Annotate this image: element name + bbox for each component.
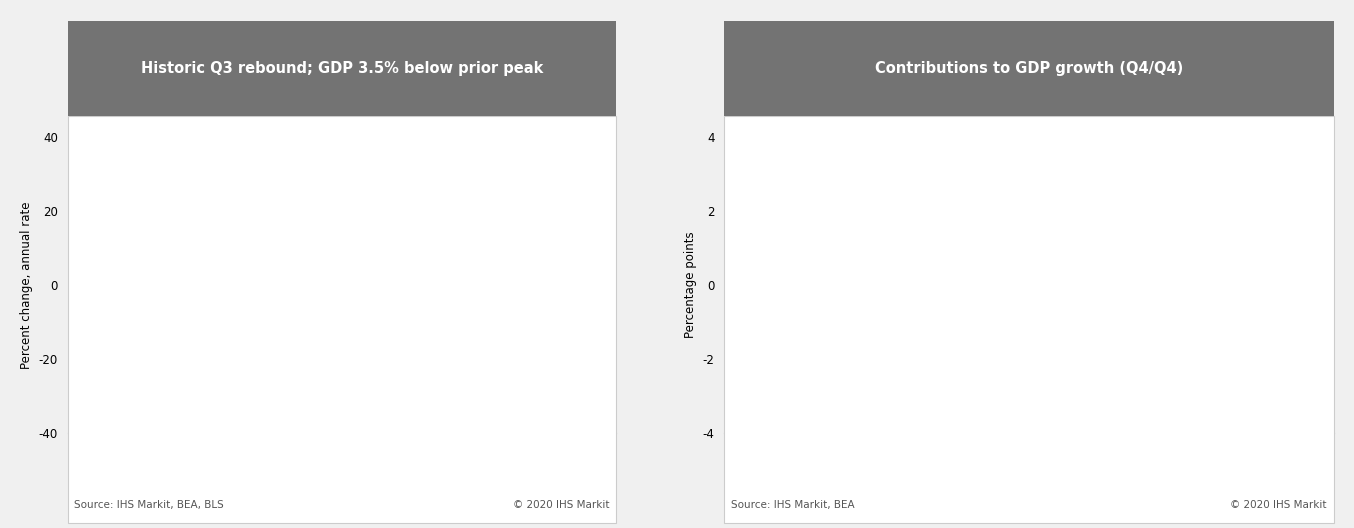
Bar [921, 364, 968, 369]
Bar [567, 272, 575, 285]
Bar [421, 162, 431, 285]
Text: Contributions to GDP growth (Q4/Q4): Contributions to GDP growth (Q4/Q4) [875, 61, 1183, 76]
Bar [533, 277, 542, 285]
Bar [1175, 211, 1221, 219]
Bar [221, 280, 229, 285]
Bar [921, 283, 968, 285]
Bar [1006, 285, 1052, 295]
Bar [1259, 226, 1307, 285]
Bar [1006, 165, 1052, 171]
Bar [921, 285, 968, 352]
Bar [1175, 285, 1221, 287]
Bar [198, 280, 206, 285]
Bar [164, 277, 173, 285]
Bar [837, 285, 883, 295]
Bar [1090, 174, 1137, 185]
Bar [433, 270, 441, 285]
Bar [751, 210, 799, 213]
Y-axis label: Percent change, annual rate: Percent change, annual rate [20, 201, 32, 369]
Bar [1006, 171, 1052, 174]
Bar [1090, 185, 1137, 204]
Bar [1090, 206, 1137, 219]
Bar [921, 369, 968, 379]
Bar [455, 260, 463, 285]
Bar [389, 277, 397, 285]
Bar [242, 275, 250, 285]
Bar [1175, 233, 1221, 285]
Bar [108, 274, 116, 285]
Bar [366, 278, 374, 285]
Bar [410, 285, 418, 401]
Bar [751, 230, 799, 285]
Bar [265, 281, 274, 285]
Bar [544, 277, 554, 285]
Bar [837, 226, 883, 285]
Bar [500, 285, 508, 287]
Bar [837, 200, 883, 213]
Bar [130, 285, 139, 289]
Bar [1259, 211, 1307, 213]
Bar [478, 260, 486, 285]
Bar [1006, 150, 1052, 165]
Bar [1259, 213, 1307, 226]
Bar [921, 352, 968, 364]
Bar [466, 277, 475, 285]
Bar [376, 277, 386, 285]
Bar [332, 275, 341, 285]
Bar [321, 272, 329, 285]
Bar [85, 280, 95, 285]
Bar [578, 279, 586, 285]
Bar [523, 276, 531, 285]
Bar [921, 268, 968, 283]
Bar [187, 275, 195, 285]
Bar [1175, 200, 1221, 211]
Bar [298, 275, 307, 285]
Legend: Government, Net exports, Inventory inv, Residential inv, Non-res inv, PCE: Government, Net exports, Inventory inv, … [730, 463, 1052, 504]
Bar [751, 196, 799, 208]
Bar [1175, 219, 1221, 221]
Bar [556, 267, 565, 285]
Bar [751, 285, 799, 300]
Bar [589, 275, 598, 285]
Bar [232, 277, 240, 285]
Text: GDP: GDP [994, 330, 1089, 349]
Bar [1175, 221, 1221, 233]
Bar [399, 285, 408, 304]
Y-axis label: Percentage points: Percentage points [684, 232, 697, 338]
Bar [837, 213, 883, 226]
Bar [97, 275, 106, 285]
Bar [1006, 174, 1052, 185]
Bar [355, 274, 363, 285]
Bar [276, 274, 284, 285]
Bar [751, 208, 799, 210]
Bar [209, 283, 218, 285]
Bar [287, 276, 295, 285]
Bar [1090, 204, 1137, 206]
Bar [343, 281, 352, 285]
Text: © 2020 IHS Markit: © 2020 IHS Markit [513, 499, 609, 510]
Bar [153, 269, 161, 285]
Text: Source: IHS Markit, BEA, BLS: Source: IHS Markit, BEA, BLS [74, 499, 225, 510]
Bar [119, 276, 127, 285]
Bar [837, 295, 883, 305]
Bar [444, 262, 452, 285]
Text: Historic Q3 rebound; GDP 3.5% below prior peak: Historic Q3 rebound; GDP 3.5% below prio… [141, 61, 543, 76]
Bar [253, 278, 263, 285]
Bar [510, 276, 520, 285]
Bar [1090, 219, 1137, 285]
Bar [1006, 185, 1052, 285]
Bar [1090, 285, 1137, 287]
Bar [142, 268, 150, 285]
Text: Source: IHS Markit, BEA: Source: IHS Markit, BEA [731, 499, 854, 510]
Legend: Real GDP growth, Unemployment rate (%): Real GDP growth, Unemployment rate (%) [73, 463, 390, 485]
Bar [1259, 210, 1307, 211]
Bar [751, 213, 799, 230]
Bar [176, 274, 184, 285]
Bar [1259, 196, 1307, 206]
Text: © 2020 IHS Markit: © 2020 IHS Markit [1231, 499, 1327, 510]
Bar [310, 276, 318, 285]
Bar [1259, 205, 1307, 210]
Bar [489, 285, 497, 291]
